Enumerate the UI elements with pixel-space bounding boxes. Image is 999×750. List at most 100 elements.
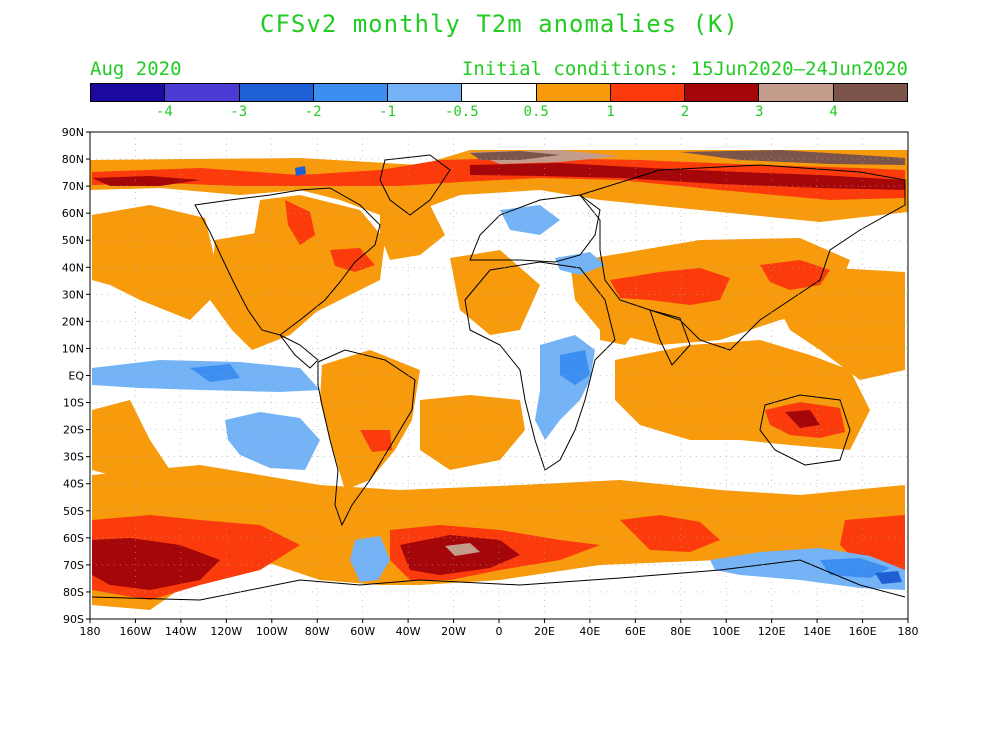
lat-tick-label: 40S: [63, 478, 84, 491]
anom-cold-mediterranean: [555, 252, 605, 275]
anom-cold-mid-antarctic: [820, 558, 890, 578]
lat-tick-label: 20S: [63, 424, 84, 437]
anom-south-pacific: [92, 400, 170, 480]
lon-tick-label: 100W: [256, 625, 288, 638]
anom-cold-mid-pacific: [190, 364, 240, 382]
colorbar-label: -4: [155, 104, 173, 120]
anom-south-america: [320, 350, 420, 490]
colorbar-label: 3: [755, 104, 764, 120]
lon-tick-label: 60E: [625, 625, 646, 638]
anom-darkred-australia: [785, 410, 820, 428]
anom-darkbrown-arctic-2: [680, 150, 905, 165]
lat-tick-label: 70N: [62, 180, 84, 193]
colorbar-swatch-7: [610, 84, 686, 101]
lon-tick-label: 40E: [579, 625, 600, 638]
lon-tick-label: 120W: [210, 625, 242, 638]
colorbar-swatch-1: [165, 84, 240, 101]
lat-ticks: 90N 80N 70N 60N 50N 40N 30N 20N 10N EQ 10S 20S 30S 40…: [62, 126, 90, 626]
lat-tick-label: 10N: [62, 342, 84, 355]
colorbar-labels: -4 -3 -2 -1 -0.5 0.5 1 2 3 4: [90, 104, 908, 122]
anom-red-east-asia: [760, 260, 830, 290]
anom-cold-strong-antarctic: [875, 571, 902, 584]
coast-south-america: [317, 349, 416, 527]
lat-tick-label: 50N: [62, 234, 84, 247]
anom-red-north-america: [285, 200, 315, 245]
anom-cold-strong-arctic-canada: [295, 166, 306, 176]
lon-tick-label: 180: [80, 625, 101, 638]
colorbar-swatch-10: [833, 84, 907, 101]
lon-tick-label: 60W: [350, 625, 375, 638]
colorbar-label: -1: [379, 104, 396, 120]
lat-tick-label: 10S: [63, 397, 84, 410]
anom-red-central-asia: [610, 268, 730, 305]
colorbar-label: -3: [230, 104, 248, 120]
anom-south-atlantic: [420, 395, 525, 470]
colorbar-label: -0.5: [444, 104, 479, 120]
lon-tick-label: 20W: [441, 625, 466, 638]
lat-tick-label: EQ: [68, 370, 84, 383]
lon-tick-label: 20E: [534, 625, 555, 638]
anom-red-indian-southern: [620, 515, 720, 552]
lat-tick-label: 30N: [62, 288, 84, 301]
lat-tick-label: 90S: [63, 613, 84, 626]
coastlines: [91, 154, 906, 601]
coast-asia: [579, 164, 906, 351]
anom-red-south-america: [360, 430, 392, 452]
lat-tick-label: 50S: [63, 505, 84, 518]
anom-north-atlantic: [380, 200, 445, 260]
lon-ticks: 180 160W 140W 120W 100W 80W 60W 40W 20W 0 20E 40E 60…: [80, 619, 919, 638]
initial-conditions: Initial conditions: 15Jun2020—24Jun2020: [461, 58, 908, 80]
lon-tick-label: 0: [496, 625, 503, 638]
lat-tick-label: 80N: [62, 153, 84, 166]
colorbar-swatch-4: [388, 84, 463, 101]
lon-tick-label: 180: [898, 625, 919, 638]
lon-tick-label: 140E: [803, 625, 831, 638]
colorbar-swatch-0: [91, 84, 166, 101]
gridlines: [90, 132, 908, 619]
lon-tick-label: 140W: [165, 625, 197, 638]
forecast-month: Aug 2020: [90, 58, 182, 80]
lon-tick-label: 160E: [849, 625, 877, 638]
coast-europe: [469, 194, 601, 263]
anom-west-pacific: [770, 268, 905, 380]
colorbar-label: 4: [829, 104, 838, 120]
lon-tick-label: 40W: [396, 625, 421, 638]
anom-cold-south-atlantic: [350, 536, 390, 582]
lat-tick-label: 70S: [63, 559, 84, 572]
colorbar-label: 1: [606, 104, 615, 120]
chart-title: CFSv2 monthly T2m anomalies (K): [260, 10, 739, 38]
anom-north-pacific: [92, 205, 215, 320]
coast-greenland: [379, 154, 451, 216]
lon-tick-label: 120E: [758, 625, 786, 638]
anom-east-africa: [600, 300, 640, 345]
anom-darkbrown-arctic-1: [470, 151, 560, 160]
lat-tick-label: 80S: [63, 586, 84, 599]
colorbar-swatch-5: [462, 84, 537, 101]
colorbar-swatch-8: [685, 84, 760, 101]
coast-africa: [464, 261, 616, 471]
lon-tick-label: 80E: [670, 625, 691, 638]
colorbar: [90, 83, 908, 102]
anom-darkred-arctic-east: [470, 163, 905, 190]
anom-darkred-south-pacific: [92, 538, 220, 590]
colorbar-label: -2: [304, 104, 322, 120]
coast-north-america: [194, 187, 381, 336]
lat-tick-label: 20N: [62, 315, 84, 328]
colorbar-swatch-3: [313, 84, 389, 101]
anom-red-arctic: [92, 158, 905, 200]
coast-antarctica: [91, 559, 906, 601]
lat-tick-label: 30S: [63, 451, 84, 464]
colorbar-swatch-2: [239, 84, 314, 101]
lon-tick-label: 100E: [712, 625, 740, 638]
colorbar-label: 2: [680, 104, 690, 120]
anom-cold-mid-africa: [560, 350, 590, 385]
lat-tick-label: 60S: [63, 532, 84, 545]
lat-tick-label: 40N: [62, 261, 84, 274]
anom-north-america: [250, 195, 385, 320]
colorbar-swatch-9: [759, 84, 834, 101]
lat-tick-label: 90N: [62, 126, 84, 139]
anom-cold-east-africa: [535, 335, 595, 440]
anom-cold-south-pacific: [225, 412, 320, 470]
coast-central-america: [279, 334, 319, 369]
